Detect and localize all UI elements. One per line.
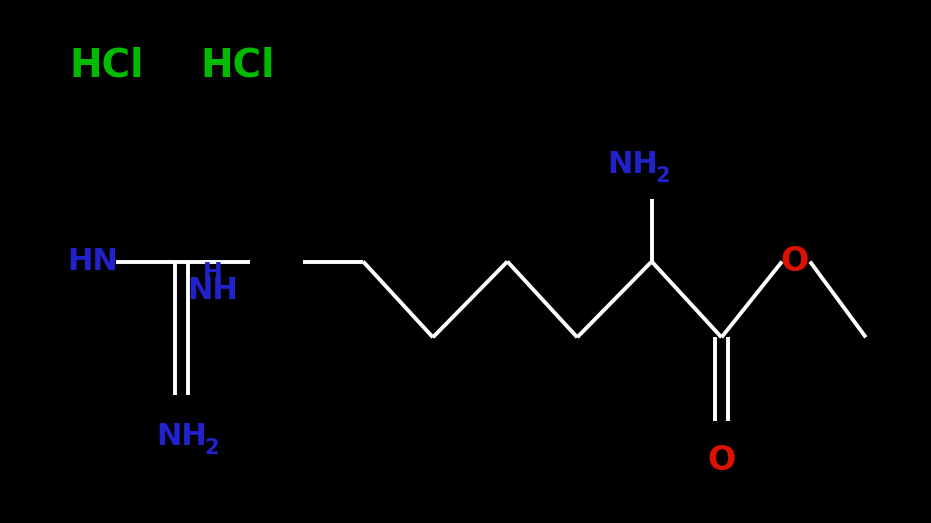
Text: NH: NH xyxy=(187,276,237,305)
Text: HCl: HCl xyxy=(70,47,144,84)
Text: HN: HN xyxy=(67,247,118,276)
Text: O: O xyxy=(780,245,808,278)
Text: 2: 2 xyxy=(655,166,670,186)
Text: NH: NH xyxy=(608,150,658,179)
Text: NH: NH xyxy=(156,422,207,451)
Text: 2: 2 xyxy=(204,438,219,458)
Text: H: H xyxy=(202,262,223,286)
Text: HCl: HCl xyxy=(200,47,275,84)
Text: O: O xyxy=(708,444,735,477)
